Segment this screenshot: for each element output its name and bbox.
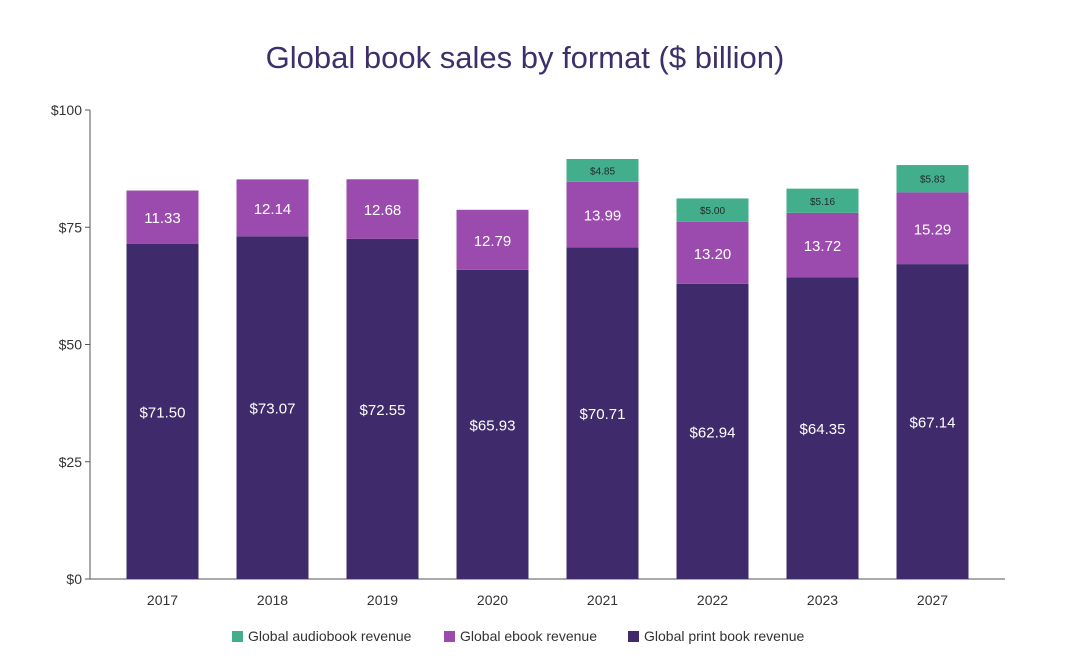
data-label: 13.99 [584,208,622,225]
bar-segment-global-ebook-revenue [566,181,639,248]
y-tick-label: $0 [66,571,82,587]
x-tick-label: 2023 [807,592,838,608]
data-label: 11.33 [144,210,180,227]
y-tick-label: $25 [59,454,83,470]
legend-swatch [232,631,243,642]
bars [126,159,969,580]
bar-segment-global-print-book-revenue [566,247,639,579]
bar-segment-global-print-book-revenue [896,264,969,579]
y-tick-label: $75 [59,219,83,235]
bar-segment-global-ebook-revenue [786,212,859,278]
data-label: $67.14 [910,415,956,432]
legend: Global audiobook revenue Global ebook rev… [232,628,805,644]
bar-segment-global-ebook-revenue [896,192,969,265]
data-label: 13.20 [694,246,732,263]
legend-label: Global print book revenue [644,628,805,644]
data-label: $64.35 [800,421,846,438]
legend-swatch [444,631,455,642]
x-tick-label: 2022 [697,592,728,608]
x-tick-label: 2027 [917,592,948,608]
bar-segment-global-print-book-revenue [236,236,309,579]
bar-segment-global-ebook-revenue [676,221,749,284]
bar-segment-global-ebook-revenue [126,190,199,244]
bar-segment-global-print-book-revenue [676,283,749,579]
data-label: $4.85 [590,166,615,177]
bar-segment-global-audiobook-revenue [676,198,749,222]
x-tick-label: 2019 [367,592,398,608]
x-tick-label: 2020 [477,592,508,608]
bar-segment-global-ebook-revenue [346,179,419,239]
data-label: $73.07 [250,401,296,418]
bar-segment-global-ebook-revenue [456,209,529,270]
data-label: 12.79 [474,233,512,250]
data-label: $5.16 [810,197,835,208]
bar-labels: $71.50 11.33 $73.07 12.14 $72.55 12.68 $65.93 1… [140,166,956,441]
data-label: $62.94 [690,424,736,441]
bar-segment-global-print-book-revenue [346,238,419,580]
data-label: 12.68 [364,202,402,219]
data-label: 15.29 [914,221,952,238]
bar-segment-global-audiobook-revenue [896,165,969,193]
bar-segment-global-print-book-revenue [126,243,199,580]
bar-segment-global-print-book-revenue [786,277,859,579]
bar-segment-global-print-book-revenue [456,269,529,579]
bar-segment-global-audiobook-revenue [786,188,859,213]
y-tick-label: $50 [59,337,83,353]
data-label: 12.14 [254,201,292,218]
data-label: $71.50 [140,404,186,421]
bar-segment-global-audiobook-revenue [566,159,639,182]
x-tick-label: 2017 [147,592,178,608]
data-label: $5.83 [920,175,945,186]
y-tick-label: $100 [51,102,82,118]
bar-segment-global-ebook-revenue [236,179,309,237]
x-tick-label: 2018 [257,592,288,608]
data-label: $72.55 [360,402,406,419]
legend-label: Global audiobook revenue [248,628,412,644]
data-label: $65.93 [470,417,516,434]
legend-swatch [628,631,639,642]
x-tick-label: 2021 [587,592,618,608]
data-label: $5.00 [700,206,725,217]
data-label: 13.72 [804,238,842,255]
legend-label: Global ebook revenue [460,628,597,644]
data-label: $70.71 [580,406,626,423]
chart-title: Global book sales by format ($ billion) [266,40,785,75]
